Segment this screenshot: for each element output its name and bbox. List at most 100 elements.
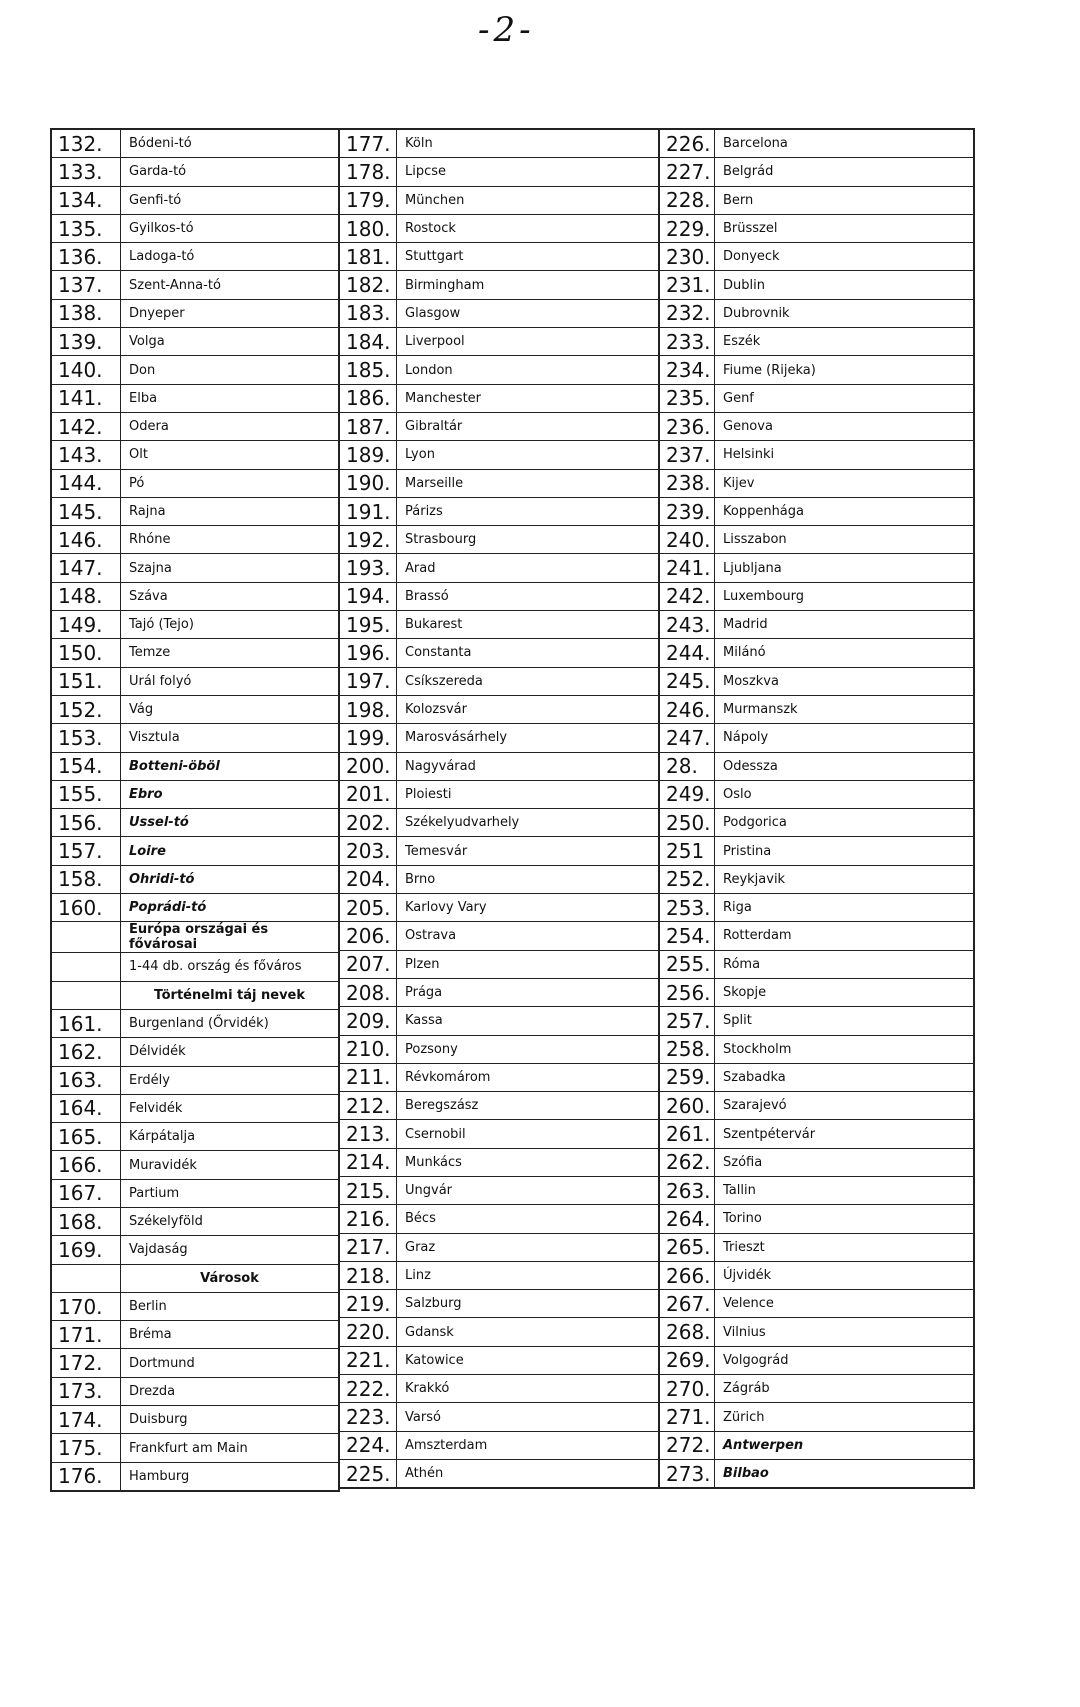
item-number: 246. <box>658 694 715 725</box>
list-row: 214. Munkács <box>338 1147 660 1177</box>
list-row: 186. Manchester <box>338 383 660 413</box>
item-number: 136. <box>50 242 121 272</box>
item-number <box>50 952 121 982</box>
item-name: Barcelona <box>714 128 975 159</box>
list-row: 171. Bréma <box>50 1320 340 1350</box>
list-row: 176. Hamburg <box>50 1461 340 1492</box>
list-row: 197. Csíkszereda <box>338 666 660 696</box>
item-name: Varsó <box>396 1402 660 1432</box>
item-number: 224. <box>338 1430 397 1460</box>
item-number: 139. <box>50 327 121 357</box>
list-row: 169. Vajdaság <box>50 1235 340 1265</box>
item-number: 174. <box>50 1405 121 1435</box>
item-number: 160. <box>50 893 121 923</box>
item-name: Brno <box>396 864 660 895</box>
list-row: 268. Vilnius <box>658 1317 975 1347</box>
item-name: Strasbourg <box>396 525 660 555</box>
item-number: 138. <box>50 298 121 329</box>
list-row: 193. Arad <box>338 553 660 583</box>
item-name: Székelyudvarhely <box>396 808 660 838</box>
item-name: Murmanszk <box>714 694 975 725</box>
item-name: Botteni-öböl <box>120 751 340 781</box>
list-row: 223. Varsó <box>338 1402 660 1432</box>
item-name: Trieszt <box>714 1232 975 1262</box>
item-name: Ljubljana <box>714 553 975 583</box>
item-name: Szentpétervár <box>714 1119 975 1149</box>
item-number: 199. <box>338 723 397 753</box>
item-name: Gibraltár <box>396 411 660 442</box>
list-row: 251 Pristina <box>658 836 975 866</box>
list-row: 233. Eszék <box>658 327 975 357</box>
item-name: Párizs <box>396 496 660 527</box>
item-name: Erdély <box>120 1065 340 1095</box>
item-name: Koppenhága <box>714 496 975 527</box>
list-row: 238. Kijev <box>658 468 975 498</box>
list-row: 218. Linz <box>338 1260 660 1291</box>
item-name: London <box>396 355 660 385</box>
item-name: Odessza <box>714 751 975 781</box>
item-number: 215. <box>338 1175 397 1206</box>
list-row: 236. Genova <box>658 411 975 442</box>
list-row: 132. Bódeni-tó <box>50 128 340 159</box>
list-row: 230. Donyeck <box>658 242 975 272</box>
item-name: Muravidék <box>120 1150 340 1180</box>
list-row: 226. Barcelona <box>658 128 975 159</box>
list-row: 262. Szófia <box>658 1147 975 1177</box>
list-row: 147. Szajna <box>50 553 340 583</box>
item-number: 272. <box>658 1430 715 1460</box>
list-row: 244. Milánó <box>658 638 975 668</box>
item-number: 135. <box>50 213 121 244</box>
item-number: 147. <box>50 553 121 583</box>
list-row: 205. Karlovy Vary <box>338 893 660 923</box>
list-row: 202. Székelyudvarhely <box>338 808 660 838</box>
list-row: 178. Lipcse <box>338 157 660 187</box>
item-name: Berlin <box>120 1291 340 1322</box>
item-name: Dortmund <box>120 1348 340 1378</box>
item-number: 234. <box>658 355 715 385</box>
list-row: 136. Ladoga-tó <box>50 242 340 272</box>
list-row: 195. Bukarest <box>338 610 660 640</box>
item-name: Szarajevó <box>714 1091 975 1121</box>
item-number: 242. <box>658 581 715 612</box>
list-row: 258. Stockholm <box>658 1034 975 1064</box>
item-name: Pristina <box>714 836 975 866</box>
item-number: 173. <box>50 1376 121 1407</box>
item-number: 190. <box>338 468 397 498</box>
item-number: 212. <box>338 1091 397 1121</box>
item-number: 140. <box>50 355 121 385</box>
item-name: Brüsszel <box>714 213 975 244</box>
list-row: 221. Katowice <box>338 1345 660 1376</box>
list-row: 213. Csernobil <box>338 1119 660 1149</box>
item-name: Rostock <box>396 213 660 244</box>
item-name: Athén <box>396 1458 660 1489</box>
list-row: 257. Split <box>658 1006 975 1036</box>
item-name: Vilnius <box>714 1317 975 1347</box>
list-row: 207. Plzen <box>338 949 660 979</box>
item-name: Salzburg <box>396 1289 660 1319</box>
list-row: 141. Elba <box>50 383 340 413</box>
list-row: 234. Fiume (Rijeka) <box>658 355 975 385</box>
item-name: Birmingham <box>396 270 660 300</box>
item-number: 200. <box>338 751 397 781</box>
item-number: 193. <box>338 553 397 583</box>
section-header-row: Európa országai és fővárosai <box>50 921 340 954</box>
item-number: 267. <box>658 1289 715 1319</box>
section-header: 1-44 db. ország és főváros <box>120 952 340 982</box>
item-number: 219. <box>338 1289 397 1319</box>
list-row: 219. Salzburg <box>338 1289 660 1319</box>
item-number: 181. <box>338 242 397 272</box>
list-row: 175. Frankfurt am Main <box>50 1433 340 1463</box>
item-name: Don <box>120 355 340 385</box>
list-row: 177. Köln <box>338 128 660 159</box>
item-name: Felvidék <box>120 1093 340 1124</box>
list-row: 269. Volgográd <box>658 1345 975 1376</box>
item-number: 134. <box>50 185 121 215</box>
list-row: 148. Száva <box>50 581 340 612</box>
item-name: Bódeni-tó <box>120 128 340 159</box>
item-number: 28. <box>658 751 715 781</box>
item-name: Rajna <box>120 496 340 527</box>
list-row: 28. Odessza <box>658 751 975 781</box>
list-row: 160. Poprádi-tó <box>50 893 340 923</box>
item-number: 252. <box>658 864 715 895</box>
list-column-1: 132. Bódeni-tó 133. Garda-tó 134. Genfi-tó 135… <box>50 128 340 1492</box>
